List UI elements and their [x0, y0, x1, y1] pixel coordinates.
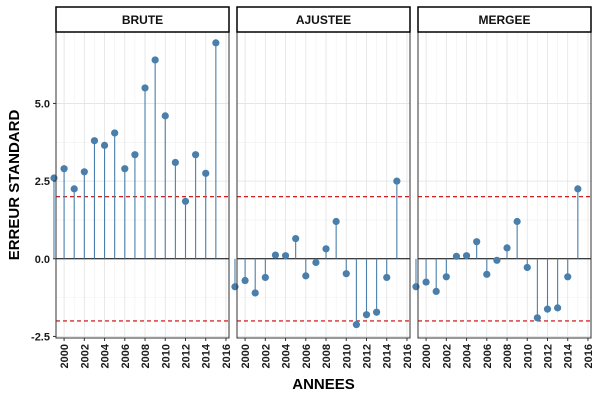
- data-point: [141, 84, 149, 92]
- data-point: [322, 245, 330, 253]
- data-point: [251, 289, 259, 297]
- data-point: [271, 251, 280, 259]
- strip-title: MERGEE: [478, 13, 530, 27]
- x-tick-label: 2004: [281, 343, 293, 368]
- x-tick-label: 2016: [221, 344, 233, 368]
- data-point: [312, 258, 320, 267]
- y-tick-label: 5.0: [35, 98, 50, 110]
- panel-mergee: MERGEE: [412, 6, 592, 339]
- data-point: [171, 158, 179, 167]
- x-tick-label: 2012: [542, 344, 554, 368]
- data-point: [503, 244, 511, 252]
- data-point: [383, 273, 391, 282]
- data-point: [80, 168, 88, 176]
- data-point: [483, 270, 491, 278]
- data-point: [100, 141, 109, 149]
- x-tick-label: 2008: [321, 344, 333, 368]
- x-tick-label: 2004: [100, 343, 112, 368]
- y-tick-label: -2.5: [31, 331, 50, 343]
- data-point: [513, 217, 521, 226]
- data-point: [181, 197, 190, 205]
- data-point: [202, 169, 210, 177]
- data-point: [212, 39, 220, 47]
- data-point: [452, 252, 461, 260]
- x-axis-title: ANNEES: [292, 376, 355, 393]
- y-axis-title: ERREUR STANDARD: [6, 110, 23, 261]
- y-axis: -2.5 0.0 2.5 5.0: [31, 98, 56, 343]
- x-tick-label: 2012: [180, 344, 192, 368]
- x-tick-label: 2002: [260, 344, 272, 368]
- x-tick-label: 2010: [341, 344, 353, 368]
- data-point: [564, 273, 572, 281]
- data-point: [473, 238, 481, 246]
- data-point: [462, 252, 471, 260]
- data-point: [60, 165, 68, 173]
- x-tick-label: 2006: [120, 344, 132, 368]
- data-point: [121, 165, 129, 173]
- strip-title: BRUTE: [122, 13, 163, 27]
- data-point: [523, 263, 531, 272]
- x-tick-label: 2008: [140, 344, 152, 368]
- data-point: [302, 272, 310, 280]
- data-point: [161, 112, 169, 120]
- panel-background: [56, 32, 229, 338]
- x-tick-label: 2014: [382, 343, 394, 368]
- data-point: [373, 308, 381, 316]
- data-point: [241, 276, 249, 285]
- data-point: [90, 137, 99, 145]
- x-tick-label: 2012: [361, 344, 373, 368]
- data-point: [261, 273, 269, 282]
- x-tick-label: 2000: [421, 344, 433, 368]
- y-tick-label: 2.5: [35, 176, 50, 188]
- x-tick-label: 2014: [563, 343, 575, 368]
- x-tick-label: 2002: [79, 344, 91, 368]
- data-point: [422, 278, 430, 286]
- data-point: [111, 129, 119, 137]
- x-tick-label: 2006: [482, 344, 494, 368]
- x-tick-label: 2010: [522, 344, 534, 368]
- data-point: [131, 151, 139, 159]
- panels-layer: BRUTE AJUSTEE MERGEE: [50, 6, 592, 339]
- data-point: [292, 234, 300, 243]
- panel-brute: BRUTE: [50, 6, 230, 339]
- data-point: [70, 185, 78, 193]
- panel-background: [418, 32, 591, 338]
- panel-ajustee: AJUSTEE: [231, 6, 411, 339]
- data-point: [554, 304, 562, 312]
- data-point: [281, 252, 290, 260]
- data-point: [533, 314, 541, 322]
- x-tick-label: 2004: [462, 343, 474, 368]
- x-tick-label: 2002: [441, 344, 453, 368]
- data-point: [342, 270, 350, 278]
- x-tick-label: 2014: [201, 343, 213, 368]
- data-point: [574, 185, 582, 193]
- y-tick-label: 0.0: [35, 254, 50, 266]
- x-tick-label: 2000: [240, 344, 252, 368]
- data-point: [393, 177, 401, 185]
- strip-header: [55, 6, 230, 33]
- x-axis: 2000 2002 2004 2006 2008 2010 2012 2014 2016 2000…: [59, 338, 595, 368]
- data-point: [151, 56, 159, 64]
- panel-background: [237, 32, 410, 338]
- data-point: [442, 273, 450, 281]
- data-point: [493, 256, 501, 264]
- data-point: [332, 217, 340, 226]
- data-point: [362, 311, 371, 319]
- x-tick-label: 2008: [502, 344, 514, 368]
- x-tick-label: 2006: [301, 344, 313, 368]
- x-tick-label: 2010: [160, 344, 172, 368]
- strip-title: AJUSTEE: [296, 13, 351, 27]
- x-tick-label: 2000: [59, 344, 71, 368]
- x-tick-label: 2016: [583, 344, 595, 368]
- x-tick-label: 2016: [402, 344, 414, 368]
- strip-header: [236, 6, 411, 33]
- data-point: [352, 321, 360, 329]
- strip-header: [417, 6, 592, 33]
- data-point: [543, 305, 552, 313]
- data-point: [192, 151, 200, 159]
- data-point: [432, 287, 440, 296]
